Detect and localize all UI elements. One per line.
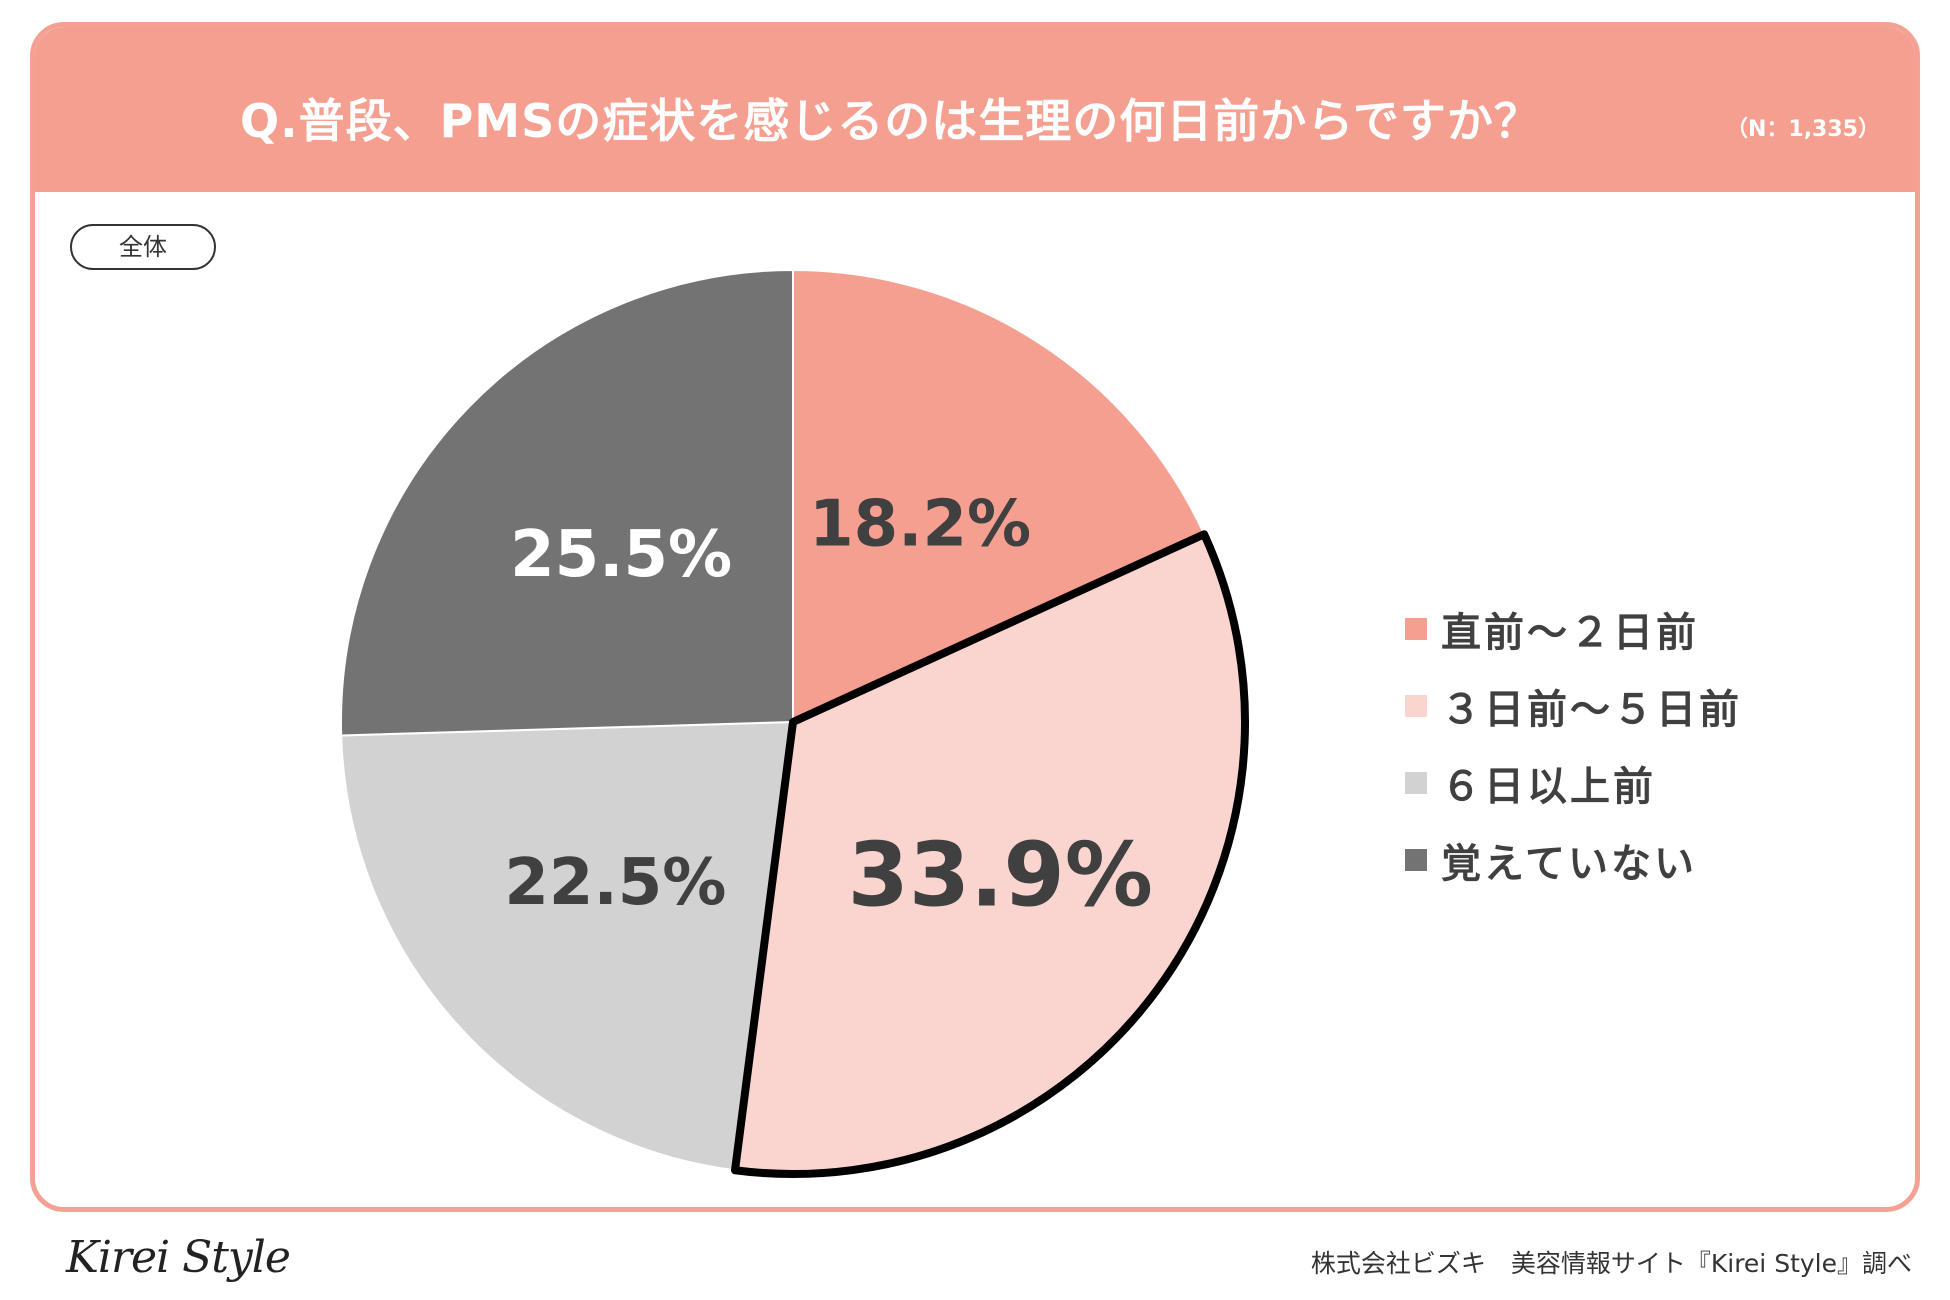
pie-slice-highlight [731,530,1249,1178]
legend-item: ６日以上前 [1405,744,1742,821]
legend-item: 直前～２日前 [1405,590,1742,667]
legend-label: 直前～２日前 [1441,609,1699,656]
legend-swatch [1405,617,1427,640]
legend-swatch [1405,771,1427,794]
pie-slice [340,720,795,1172]
legend-label: ３日前～５日前 [1441,686,1742,733]
pie-slice [792,268,1206,724]
legend-item: 覚えていない [1405,821,1742,898]
pie-value-label: 25.5% [510,518,732,592]
legend-label: 覚えていない [1441,840,1697,887]
legend-swatch [1405,694,1427,717]
pie-slices [340,268,1249,1178]
source-credit: 株式会社ビズキ 美容情報サイト『Kirei Style』調べ [1310,1249,1912,1278]
sample-size-label: （N：1,335） [1725,117,1880,142]
brand-logo: Kirei Style [66,1232,291,1283]
segment-badge: 全体 [70,224,216,270]
legend-label: ６日以上前 [1441,763,1656,810]
legend: 直前～２日前 ３日前～５日前 ６日以上前 覚えていない [1405,590,1742,898]
pie-value-labels: 18.2% 33.9% 22.5% 25.5% [504,487,1153,926]
pie-value-label: 22.5% [504,846,726,920]
header-bar: Q.普段、PMSの症状を感じるのは生理の何日前からですか？ （N：1,335） [35,27,1915,192]
pie-value-label: 33.9% [848,823,1153,926]
pie-slice [340,268,794,737]
pie-value-label: 18.2% [809,487,1031,561]
chart-title: Q.普段、PMSの症状を感じるのは生理の何日前からですか？ [240,94,1541,148]
legend-swatch [1405,848,1427,871]
legend-item: ３日前～５日前 [1405,667,1742,744]
